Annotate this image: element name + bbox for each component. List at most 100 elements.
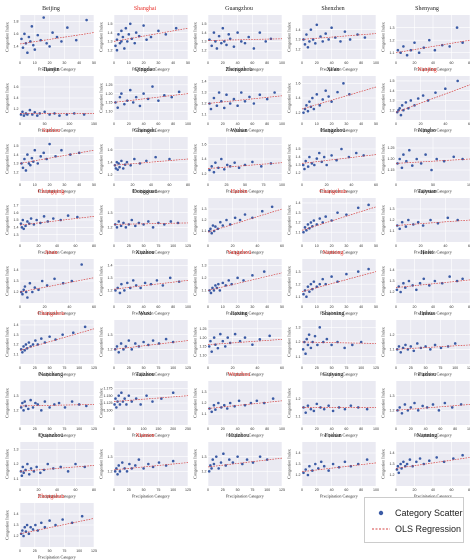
data-point: [119, 342, 123, 345]
x-tick-label: 40: [236, 122, 240, 126]
data-point: [28, 108, 32, 112]
data-point: [127, 339, 131, 342]
data-point: [151, 339, 155, 342]
data-point: [429, 218, 432, 222]
data-point: [314, 462, 317, 466]
data-point: [222, 403, 226, 407]
data-point: [396, 464, 400, 468]
data-point: [260, 209, 264, 213]
x-tick-label: 60: [156, 122, 160, 126]
x-tick-label: 200: [170, 427, 176, 431]
y-tick-label: 1.6: [202, 143, 207, 147]
data-point: [409, 345, 413, 348]
data-point: [400, 166, 404, 170]
y-tick-label: 1.7: [14, 204, 19, 208]
data-point: [443, 401, 447, 405]
data-point: [34, 401, 37, 405]
data-point: [208, 168, 211, 172]
data-point: [207, 470, 211, 473]
scatter-chart: 0 20 40 60 80 1.1 1.2 1.3 Precipitation Category…: [381, 15, 470, 72]
data-point: [124, 26, 128, 30]
x-tick-label: 10: [315, 305, 319, 309]
data-point: [21, 465, 25, 469]
data-point: [433, 48, 437, 52]
panel-title: Foshan: [324, 433, 342, 439]
regression-line: [301, 341, 377, 344]
x-tick-label: 100: [66, 122, 72, 126]
data-point: [211, 286, 214, 290]
x-tick-label: 80: [453, 427, 457, 431]
panel-changzhou: Changzhou 0 25 50 75 100 125 1.1 1.2 1.3 1.4 Precip…: [4, 309, 98, 377]
data-point: [232, 45, 236, 48]
panel-xi-an: Xi'an 0 10 20 30 40 50 1.2 1.4 1.6 Precipitation C…: [286, 65, 380, 133]
y-axis-label: Congestion Index: [99, 326, 104, 357]
data-point: [367, 267, 370, 271]
data-point: [399, 462, 402, 466]
data-point: [209, 227, 212, 231]
data-point: [23, 400, 27, 403]
data-point: [217, 401, 220, 405]
x-tick-label: 60: [92, 305, 96, 309]
y-tick-label: 1.1: [296, 355, 301, 359]
data-point: [251, 216, 254, 220]
data-point: [129, 163, 132, 167]
data-point: [217, 34, 221, 38]
y-tick-label: 1.3: [202, 40, 207, 44]
x-tick-label: 20: [315, 427, 319, 431]
data-point: [327, 469, 330, 472]
data-point: [42, 215, 46, 218]
x-tick-label: 0: [301, 183, 303, 187]
data-point: [142, 24, 145, 27]
x-tick-label: 80: [171, 305, 175, 309]
data-point: [27, 341, 31, 344]
data-point: [330, 26, 333, 30]
plot-area: [302, 381, 376, 425]
data-point: [24, 224, 27, 228]
data-point: [418, 281, 422, 285]
x-tick-label: 40: [431, 488, 435, 492]
data-point: [134, 31, 138, 34]
x-tick-label: 60: [280, 244, 284, 248]
regression-line: [207, 272, 283, 291]
data-point: [123, 102, 126, 106]
data-point: [23, 285, 27, 288]
x-tick-label: 50: [48, 427, 52, 431]
panel-zhengzhou: Zhengzhou 0 20 40 60 80 100 1.1 1.2 1.3 1.4 Precipi…: [192, 65, 286, 133]
data-point: [48, 406, 51, 409]
data-point: [243, 213, 247, 216]
data-point: [262, 401, 266, 405]
data-point: [70, 400, 74, 403]
data-point: [120, 461, 124, 464]
y-tick-label: 1.1: [202, 229, 207, 233]
data-point: [209, 107, 213, 111]
x-tick-label: 60: [344, 61, 348, 65]
y-tick-label: 1.1: [390, 51, 395, 55]
y-tick-label: 1.25: [200, 327, 207, 331]
data-point: [314, 42, 317, 45]
data-point: [259, 165, 263, 168]
x-axis-label: Precipitation Category: [320, 311, 359, 316]
y-tick-label: 1.4: [108, 160, 113, 164]
data-point: [80, 514, 84, 518]
data-point: [176, 221, 180, 225]
y-tick-label: 1.3: [14, 448, 19, 452]
panel-suzhou: Suzhou 0 10 20 30 40 50 1.2 1.3 1.4 1.5 Precipitati…: [4, 126, 98, 194]
panel-title: Xuzhou: [135, 250, 155, 256]
data-point: [29, 398, 32, 402]
panel-title: Tianjin: [42, 67, 60, 73]
data-point: [258, 338, 262, 341]
data-point: [74, 38, 78, 42]
panel-title: Wuhan: [230, 128, 248, 134]
y-tick-label: 1.2: [296, 171, 301, 175]
regression-line: [301, 271, 377, 293]
data-point: [36, 162, 40, 165]
data-point: [311, 340, 314, 344]
legend-regression-line: [372, 528, 390, 530]
panel-title: Quanzhou: [38, 433, 64, 439]
data-point: [268, 334, 271, 338]
y-axis-label: Congestion Index: [99, 143, 104, 174]
data-point: [212, 336, 216, 339]
y-tick-label: 1.3: [108, 40, 113, 44]
data-point: [120, 40, 123, 43]
data-point: [133, 157, 136, 161]
